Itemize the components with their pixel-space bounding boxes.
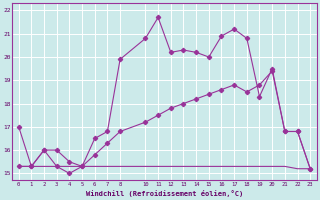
X-axis label: Windchill (Refroidissement éolien,°C): Windchill (Refroidissement éolien,°C) <box>86 190 243 197</box>
